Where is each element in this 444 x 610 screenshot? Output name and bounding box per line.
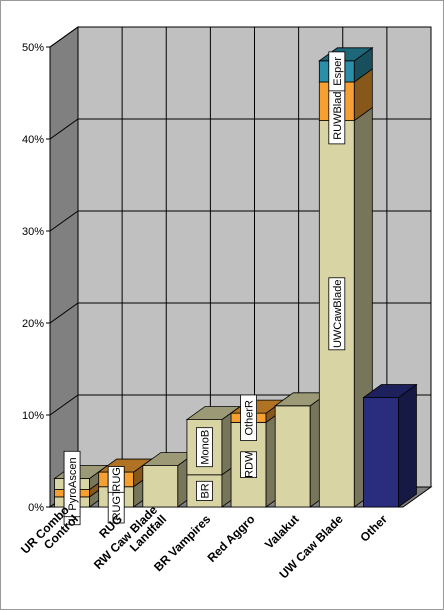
segment-label-box — [240, 394, 257, 441]
segment-label-text: UWCawBlade — [332, 280, 344, 348]
segment-label-text: RDW — [244, 451, 256, 478]
y-tick-label: 10% — [22, 410, 44, 422]
bars: URTwinPyroAscenRUGTwinRUGBRMonoBRDWOther… — [53, 47, 418, 526]
bar-segment-side — [398, 383, 417, 508]
segment-label: BR — [196, 480, 213, 501]
bar-segment-front — [142, 465, 179, 508]
segment-label-box — [328, 51, 346, 92]
segment-label: RDW — [240, 451, 257, 478]
segment-labels: URTwinPyroAscenRUGTwinRUGBRMonoBRDWOther… — [63, 51, 346, 526]
segment-label: OtherR — [240, 394, 257, 441]
y-tick-label: 0% — [28, 502, 44, 514]
bar-segment-front — [363, 397, 399, 508]
segment-label-text: RUG — [111, 467, 123, 491]
bar-segment-front — [274, 405, 311, 508]
segment-label-text: PyroAscen — [67, 457, 79, 510]
segment-label: UWCawBlade — [328, 277, 346, 351]
y-tick-label: 20% — [22, 318, 44, 330]
segment-label-box — [107, 466, 125, 493]
segment-label-text: Esper — [332, 57, 344, 86]
y-tick-labels: 0% 10% 20% 30% 40% 50% — [22, 42, 50, 514]
segment-label-box — [63, 450, 81, 518]
y-tick-label: 40% — [22, 134, 44, 146]
y-tick-label: 30% — [22, 226, 44, 238]
segment-label-box — [196, 427, 213, 468]
segment-label-text: MonoB — [199, 430, 211, 465]
segment-label: MonoB — [196, 427, 213, 468]
segment-label-text: OtherR — [244, 400, 256, 436]
y-tick-label: 50% — [22, 42, 44, 54]
segment-label-box — [240, 451, 257, 478]
segment-label: Esper — [328, 51, 346, 92]
segment-label: RUG — [107, 466, 125, 493]
left-wall — [49, 26, 79, 508]
segment-label-text: BR — [199, 483, 211, 498]
segment-label-box — [328, 277, 346, 351]
segment-label: PyroAscen — [63, 450, 81, 518]
segment-label-box — [196, 480, 213, 501]
bar-segment-top — [362, 384, 418, 398]
